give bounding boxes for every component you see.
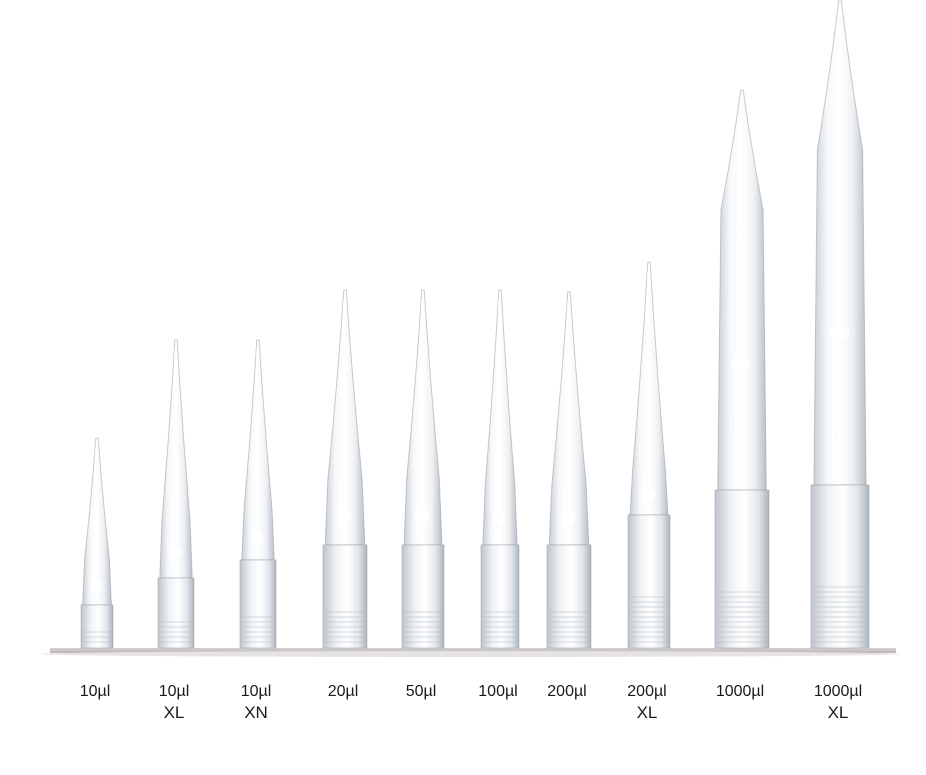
tip-highlight	[831, 9, 840, 481]
tip-collar	[546, 544, 592, 649]
tip-variant-label: XN	[244, 703, 268, 722]
tip-glare	[250, 530, 264, 545]
pipette-tip	[627, 261, 671, 649]
tip-glare	[90, 577, 102, 592]
tip-glare	[414, 508, 430, 523]
tip-glare	[640, 487, 656, 502]
tip-volume-label: 10µl	[158, 683, 190, 700]
tip-label: 10µl XL	[129, 682, 219, 724]
tip-highlight	[494, 299, 500, 541]
pipette-tip	[80, 437, 114, 649]
tip-variant-label: XL	[636, 703, 658, 722]
tip-label: 20µl	[298, 682, 388, 702]
tip-collar	[239, 559, 277, 649]
tip-variant-label: XL	[163, 703, 185, 722]
tip-collar	[80, 604, 114, 649]
tip-volume-label: 1000µl	[813, 683, 863, 700]
shelf-line	[50, 648, 896, 653]
tip-volume-label: 10µl	[240, 683, 272, 700]
tip-variant-label: XL	[827, 703, 849, 722]
tip-highlight	[170, 349, 176, 574]
tip-label: 200µl	[522, 682, 612, 702]
tip-volume-label: 1000µl	[715, 683, 765, 700]
tip-glare	[828, 327, 850, 342]
tip-highlight	[642, 271, 649, 511]
pipette-tip	[239, 339, 277, 649]
pipette-tip	[401, 289, 445, 649]
tip-glare	[168, 544, 182, 559]
tip-body	[324, 289, 366, 546]
pipette-tip	[714, 89, 770, 649]
tip-volume-label: 200µl	[627, 683, 667, 700]
tip-highlight	[338, 299, 345, 541]
tip-highlight	[562, 301, 569, 541]
tip-highlight	[252, 349, 258, 556]
tip-glare	[560, 511, 576, 525]
tip-highlight	[733, 99, 742, 486]
tip-glare	[492, 511, 506, 525]
tip-body	[482, 289, 518, 546]
tip-body	[241, 339, 275, 561]
pipette-tip	[157, 339, 195, 649]
tip-glare	[731, 357, 751, 371]
tip-label: 100µl	[453, 682, 543, 702]
tip-label: 50µl	[376, 682, 466, 702]
tip-glare	[336, 508, 352, 523]
tip-volume-label: 20µl	[327, 683, 359, 700]
tip-highlight	[416, 299, 423, 541]
tip-highlight	[91, 447, 97, 601]
shelf-shadow	[40, 651, 900, 657]
tip-collar	[322, 544, 368, 649]
tip-label: 10µl XN	[211, 682, 301, 724]
tip-body	[813, 0, 867, 486]
tip-collar	[627, 514, 671, 649]
tip-volume-label: 10µl	[79, 683, 111, 700]
tip-collar	[714, 489, 770, 649]
tip-collar	[810, 484, 870, 649]
tip-body	[548, 291, 590, 546]
tip-body	[629, 261, 669, 516]
tip-volume-label: 100µl	[478, 683, 518, 700]
tip-collar	[480, 544, 520, 649]
tip-volume-label: 50µl	[405, 683, 437, 700]
tip-label: 1000µl	[695, 682, 785, 702]
pipette-tip	[546, 291, 592, 649]
tip-collar	[157, 577, 195, 649]
tip-label: 1000µl XL	[793, 682, 883, 724]
tip-volume-label: 200µl	[547, 683, 587, 700]
tip-label: 10µl	[50, 682, 140, 702]
tip-body	[159, 339, 193, 579]
tip-body	[403, 289, 443, 546]
pipette-tip	[810, 0, 870, 649]
pipette-tip	[480, 289, 520, 649]
tip-label: 200µl XL	[602, 682, 692, 724]
tip-collar	[401, 544, 445, 649]
pipette-tip	[322, 289, 368, 649]
tip-body	[717, 89, 767, 491]
